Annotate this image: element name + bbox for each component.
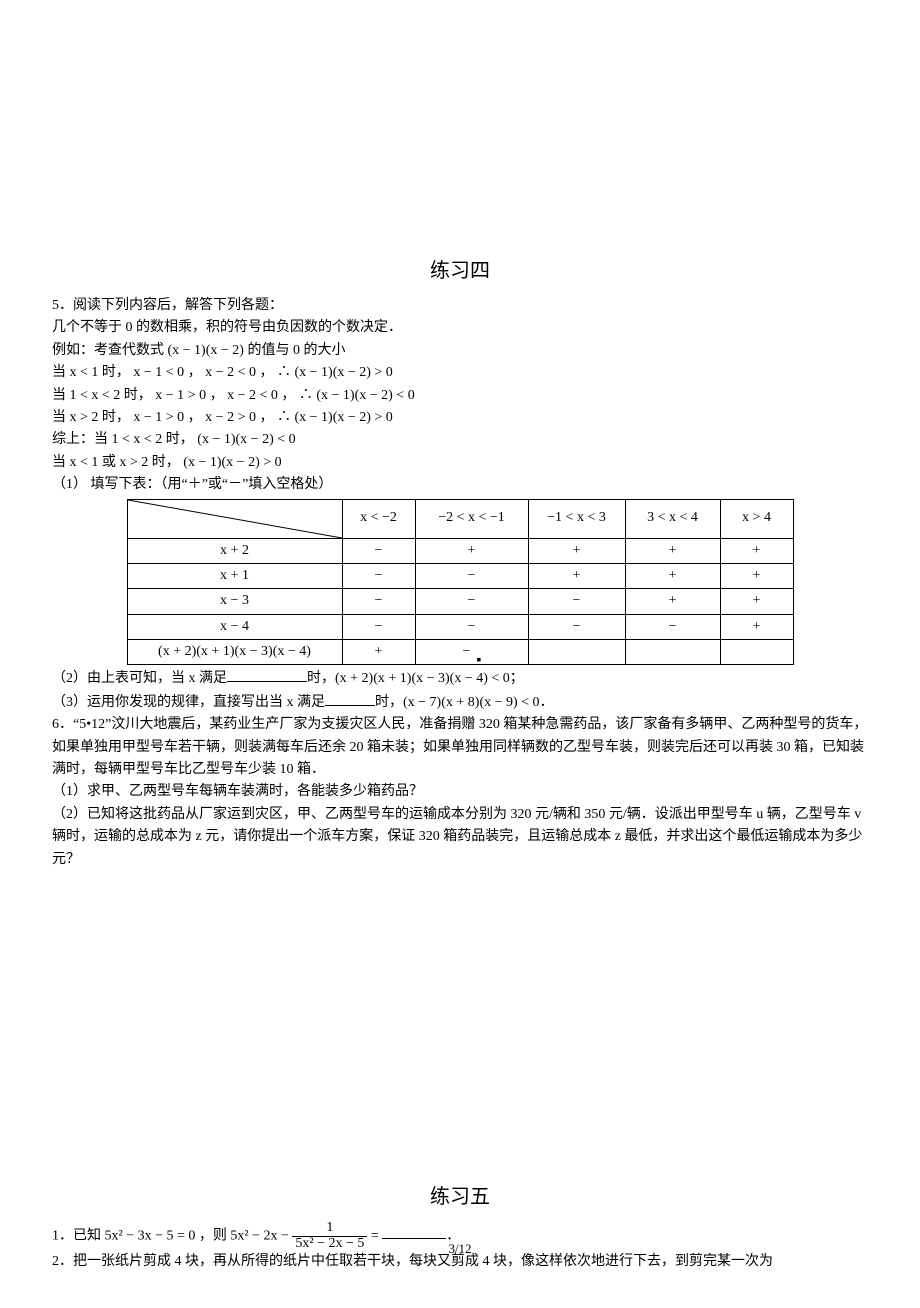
table-cell: [625, 640, 720, 665]
table-cell: −: [415, 614, 528, 639]
q5-line-4: 当 x > 2 时， x − 1 > 0 ， x − 2 > 0 ， ∴ (x …: [52, 407, 868, 429]
col-header: −2 < x < −1: [415, 499, 528, 538]
blank-fill[interactable]: [325, 691, 375, 706]
table-cell: −: [625, 614, 720, 639]
table-row: x < −2 −2 < x < −1 −1 < x < 3 3 < x < 4 …: [127, 499, 793, 538]
table-cell: +: [625, 589, 720, 614]
table-cell: +: [625, 563, 720, 588]
blank-fill[interactable]: [227, 667, 307, 682]
table-cell: −: [415, 563, 528, 588]
table-cell: +: [720, 538, 793, 563]
table-cell: [528, 640, 625, 665]
q5-line-3: 当 1 < x < 2 时， x − 1 > 0 ， x − 2 < 0 ， ∴…: [52, 385, 868, 407]
col-header: 3 < x < 4: [625, 499, 720, 538]
table-cell: −: [342, 614, 415, 639]
dot-icon: ▪: [476, 650, 480, 654]
q6-lead: 6．“5•12”汶川大地震后，某药业生产厂家为支援灾区人民，准备捐赠 320 箱…: [52, 714, 868, 781]
table-row: x + 2 − + + + +: [127, 538, 793, 563]
table-cell: +: [528, 563, 625, 588]
sign-table: x < −2 −2 < x < −1 −1 < x < 3 3 < x < 4 …: [127, 499, 794, 666]
table-cell: +: [415, 538, 528, 563]
table-cell: +: [720, 614, 793, 639]
table-cell: −▪: [415, 640, 528, 665]
q5-sub1-label: （1） 填写下表：（用“＋”或“－”填入空格处）: [52, 474, 868, 496]
table-cell: +: [720, 563, 793, 588]
table-cell: −: [415, 589, 528, 614]
q5-line-0: 几个不等于 0 的数相乘，积的符号由负因数的个数决定．: [52, 317, 868, 339]
section5-title: 练习五: [52, 1181, 868, 1213]
q5-line-6: 当 x < 1 或 x > 2 时， (x − 1)(x − 2) > 0: [52, 452, 868, 474]
q5-sub2: （2）由上表可知，当 x 满足时，(x + 2)(x + 1)(x − 3)(x…: [52, 667, 868, 690]
table-cell: +: [528, 538, 625, 563]
table-cell: +: [625, 538, 720, 563]
row-label: x + 2: [127, 538, 342, 563]
col-header: x < −2: [342, 499, 415, 538]
table-row: x − 3 − − − + +: [127, 589, 793, 614]
table-cell: −: [342, 589, 415, 614]
table-row: x + 1 − − + + +: [127, 563, 793, 588]
q5-sub3: （3）运用你发现的规律，直接写出当 x 满足时，(x − 7)(x + 8)(x…: [52, 691, 868, 714]
table-cell: [720, 640, 793, 665]
row-label: (x + 2)(x + 1)(x − 3)(x − 4): [127, 640, 342, 665]
q5-line-2: 当 x < 1 时， x − 1 < 0 ， x − 2 < 0 ， ∴ (x …: [52, 362, 868, 384]
table-cell: +: [720, 589, 793, 614]
row-label: x + 1: [127, 563, 342, 588]
col-header: x > 4: [720, 499, 793, 538]
page-footer: 3/12: [0, 1239, 920, 1260]
q5-line-1: 例如：考查代数式 (x − 1)(x − 2) 的值与 0 的大小: [52, 340, 868, 362]
table-cell: −: [528, 614, 625, 639]
table-row: (x + 2)(x + 1)(x − 3)(x − 4) + −▪: [127, 640, 793, 665]
q5-line-5: 综上：当 1 < x < 2 时， (x − 1)(x − 2) < 0: [52, 429, 868, 451]
q5-lead: 5．阅读下列内容后，解答下列各题：: [52, 295, 868, 317]
q6-sub2: （2）已知将这批药品从厂家运到灾区，甲、乙两型号车的运输成本分别为 320 元/…: [52, 804, 868, 871]
col-header: −1 < x < 3: [528, 499, 625, 538]
section4-title: 练习四: [52, 255, 868, 287]
table-cell: −: [342, 563, 415, 588]
table-cell: −: [342, 538, 415, 563]
row-label: x − 4: [127, 614, 342, 639]
table-row: x − 4 − − − − +: [127, 614, 793, 639]
q6-sub1: （1）求甲、乙两型号车每辆车装满时，各能装多少箱药品？: [52, 781, 868, 803]
table-head-diagonal: [127, 499, 342, 538]
table-cell: +: [342, 640, 415, 665]
blank-fill[interactable]: [382, 1224, 446, 1239]
table-cell: −: [528, 589, 625, 614]
row-label: x − 3: [127, 589, 342, 614]
